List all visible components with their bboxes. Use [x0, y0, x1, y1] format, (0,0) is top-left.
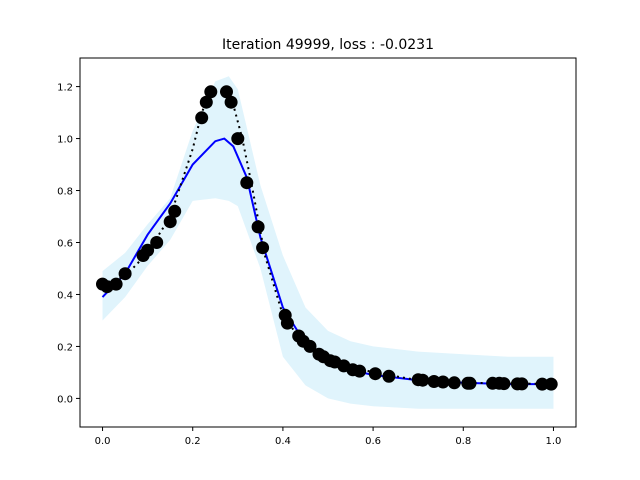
y-tick-label: 0.8: [57, 187, 73, 198]
data-point: [416, 373, 430, 387]
y-tick-label: 1.2: [57, 83, 73, 94]
x-tick-label: 0.2: [185, 436, 201, 447]
data-point: [204, 85, 218, 99]
data-point: [163, 215, 177, 229]
data-point: [515, 377, 529, 391]
data-point: [224, 95, 238, 109]
chart-title: Iteration 49999, loss : -0.0231: [222, 37, 434, 53]
data-point: [220, 85, 233, 99]
y-tick-label: 1.0: [57, 135, 73, 146]
axis-ticks: 0.0 0.2 0.4 0.6 0.8 1.0 0.0 0.2 0.4 0.6 0.8 1.0 1.2: [57, 83, 561, 447]
y-tick-label: 0.6: [57, 239, 73, 250]
x-tick-label: 1.0: [546, 436, 562, 447]
data-point: [382, 369, 396, 383]
data-point: [141, 243, 155, 257]
data-point: [199, 95, 213, 109]
x-tick-label: 0.0: [95, 436, 111, 447]
uncertainty-band: [102, 76, 554, 409]
data-point: [535, 377, 549, 391]
x-tick-label: 0.8: [455, 436, 471, 447]
data-point: [447, 376, 461, 390]
data-point: [231, 132, 245, 146]
plot-area: [96, 76, 558, 409]
data-point: [436, 375, 450, 389]
data-point: [368, 367, 382, 381]
data-point: [303, 339, 317, 353]
data-point: [109, 277, 123, 291]
x-tick-label: 0.4: [275, 436, 291, 447]
data-point: [195, 111, 209, 125]
data-point: [256, 241, 270, 255]
data-point: [118, 267, 132, 281]
data-point: [463, 376, 477, 390]
y-tick-label: 0.0: [57, 394, 73, 405]
data-point: [150, 236, 164, 249]
true-function-line: [102, 90, 554, 386]
data-point: [544, 377, 558, 391]
data-point: [168, 204, 182, 218]
data-point: [353, 364, 367, 378]
data-point: [240, 176, 254, 190]
x-tick-label: 0.6: [365, 436, 381, 447]
y-tick-label: 0.2: [57, 342, 73, 353]
data-point: [280, 316, 294, 330]
data-point: [251, 220, 265, 234]
data-point: [497, 377, 511, 391]
y-tick-label: 0.4: [57, 290, 73, 301]
